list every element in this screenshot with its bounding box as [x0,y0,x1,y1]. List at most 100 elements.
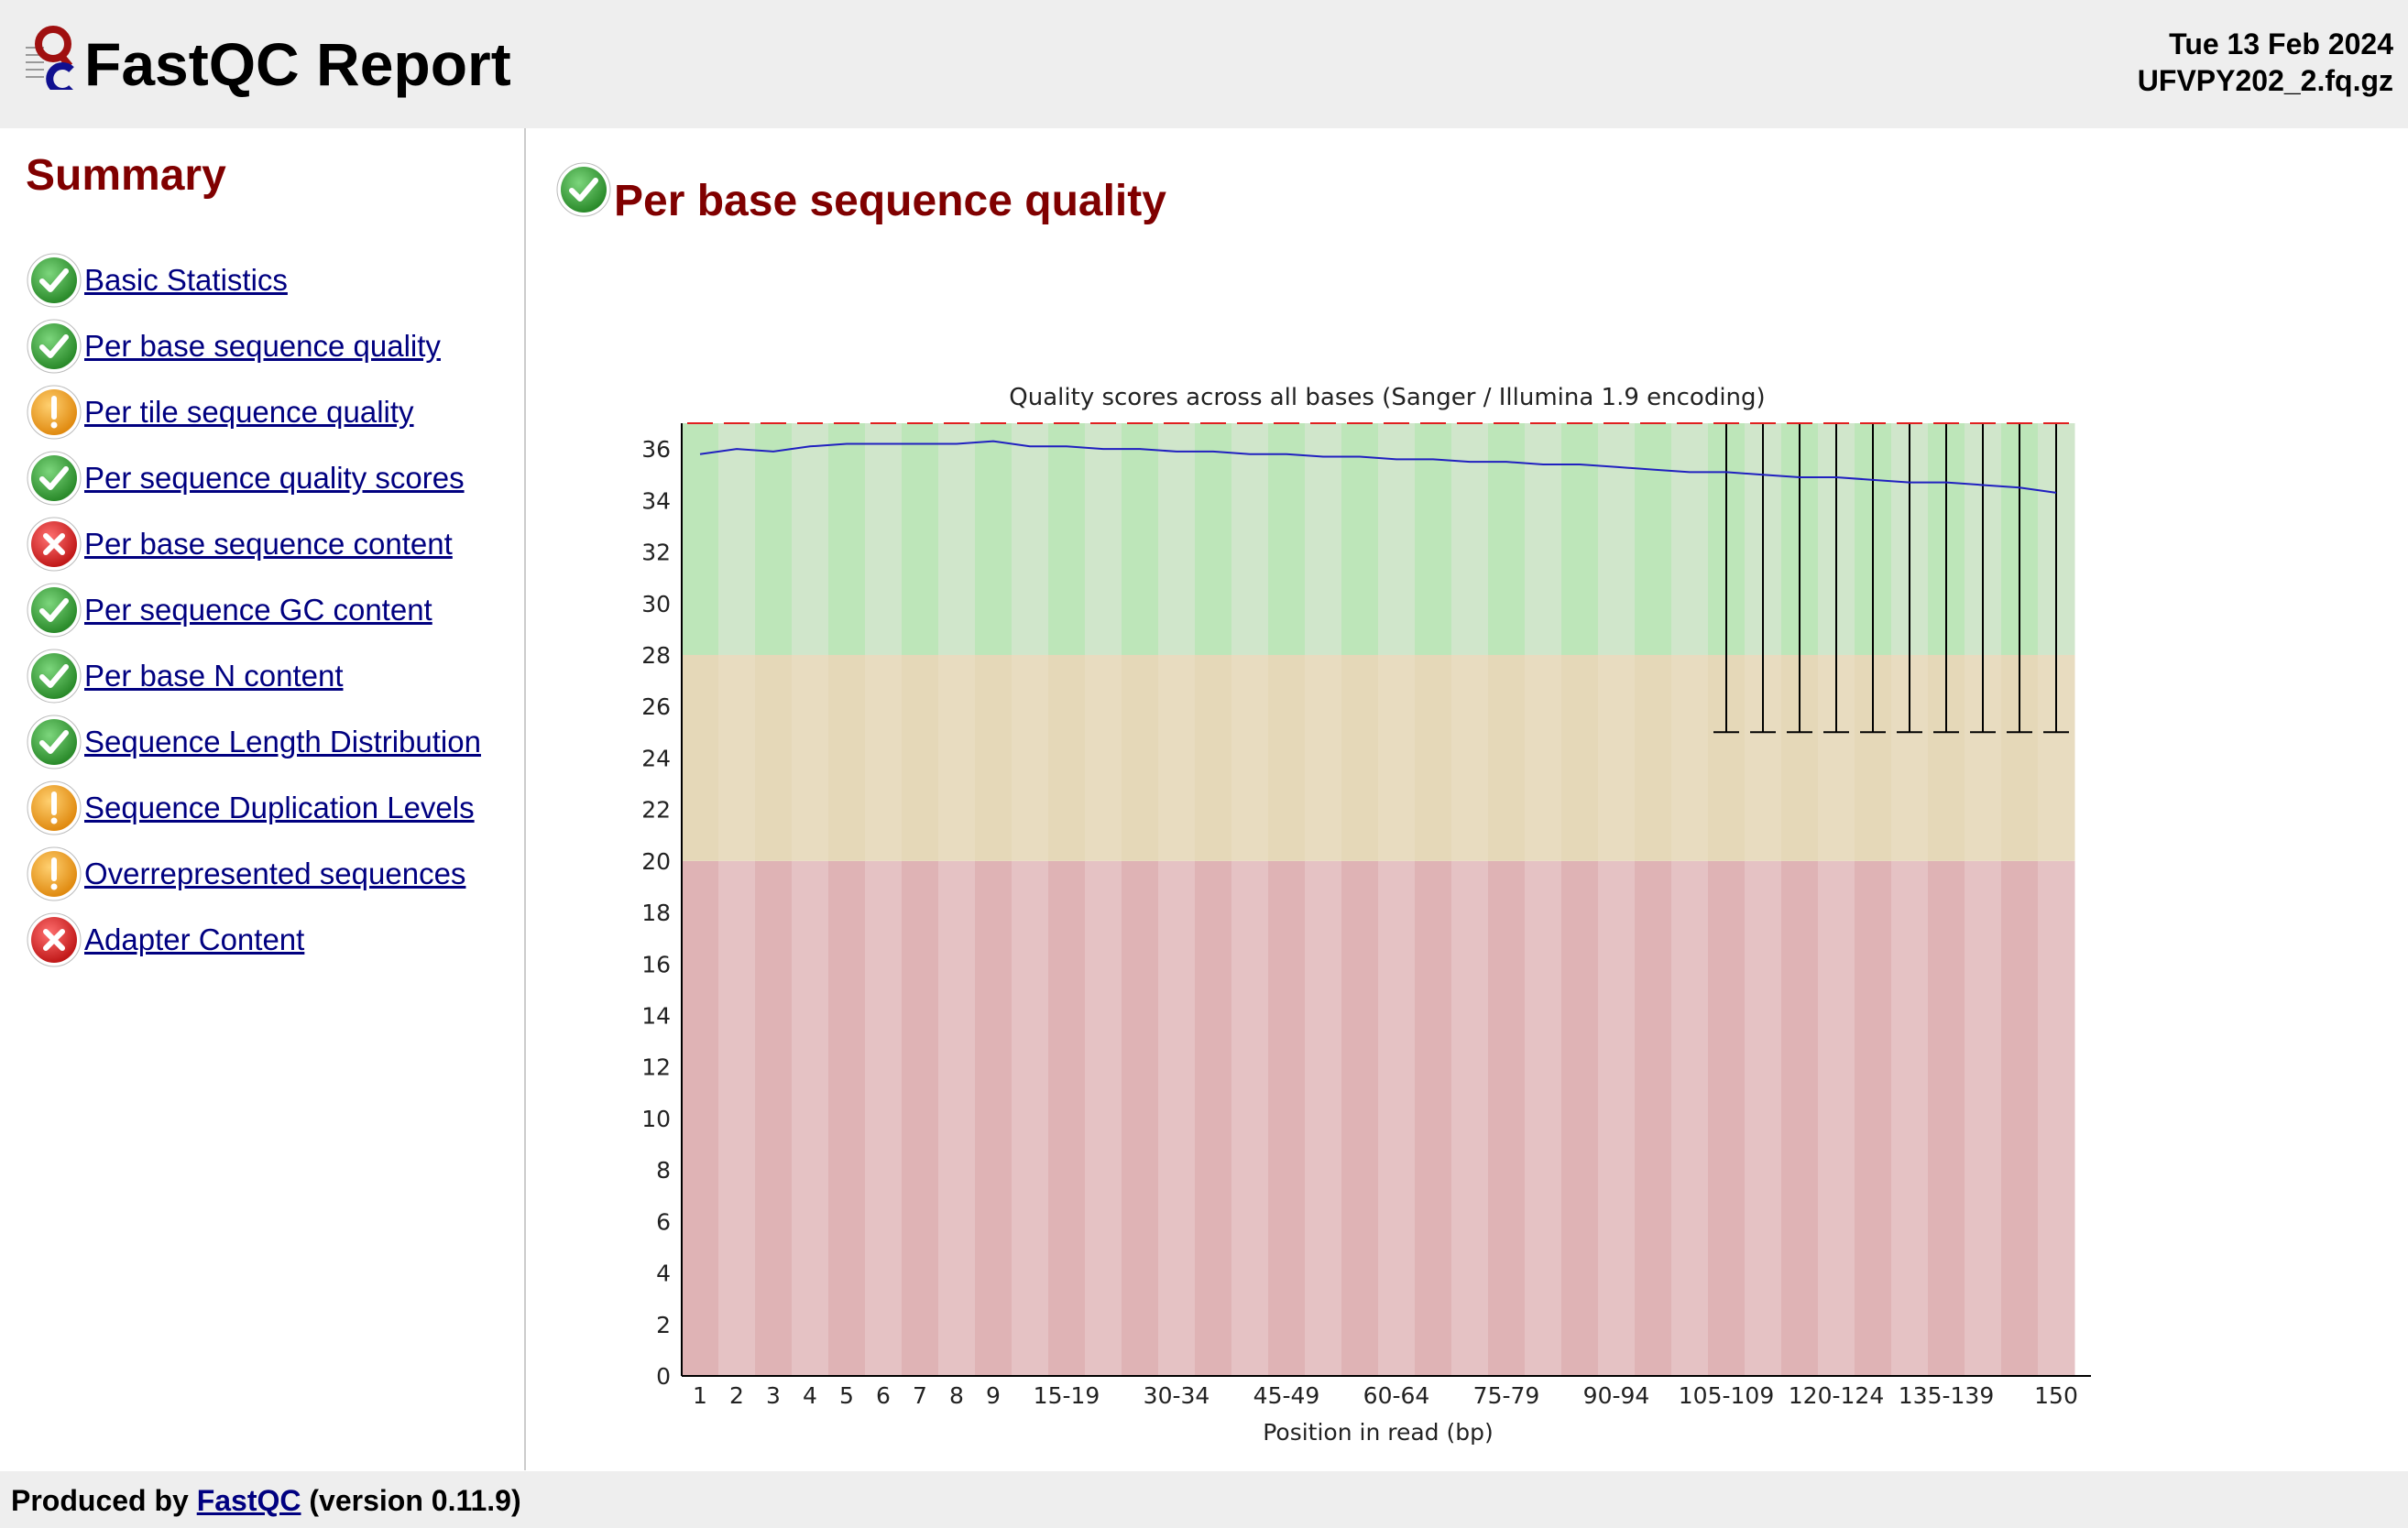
band-reasonable [755,654,793,861]
summary-item[interactable]: Per base sequence quality [26,313,481,379]
band-good [938,423,976,655]
band-poor [865,860,903,1376]
summary-item[interactable]: Basic Statistics [26,247,481,313]
x-tick-label: 105-109 [1679,1382,1774,1409]
summary-item[interactable]: Per base N content [26,643,481,709]
fail-icon [27,517,82,572]
band-good [865,423,903,655]
summary-link[interactable]: Per tile sequence quality [84,395,414,429]
band-good [1635,423,1672,655]
band-poor [718,860,756,1376]
x-tick-label: 30-34 [1144,1382,1210,1409]
y-tick-label: 8 [656,1157,671,1184]
summary-item[interactable]: Per base sequence content [26,511,481,577]
band-poor [1598,860,1636,1376]
summary-link[interactable]: Per base sequence content [84,527,453,561]
band-good [1598,423,1636,655]
report-header: FastQC Report Tue 13 Feb 2024 UFVPY202_2… [0,0,2408,128]
x-tick-label: 8 [949,1382,964,1409]
band-reasonable [902,654,939,861]
summary-link[interactable]: Basic Statistics [84,263,288,297]
band-reasonable [1635,654,1672,861]
x-tick-label: 9 [986,1382,1001,1409]
band-poor [1451,860,1489,1376]
band-poor [975,860,1012,1376]
band-reasonable [1671,654,1709,861]
footer-prefix: Produced by [11,1484,189,1517]
summary-item[interactable]: Per tile sequence quality [26,379,481,445]
band-good [975,423,1012,655]
y-tick-label: 20 [641,848,671,875]
band-good [1488,423,1526,655]
band-poor [1635,860,1672,1376]
band-poor [828,860,866,1376]
band-good [718,423,756,655]
band-poor [2001,860,2039,1376]
x-tick-label: 3 [766,1382,781,1409]
band-reasonable [1598,654,1636,861]
footer-text: Produced by FastQC (version 0.11.9) [11,1484,521,1518]
band-poor [1818,860,1855,1376]
band-poor [2038,860,2075,1376]
x-tick-label: 120-124 [1789,1382,1884,1409]
fail-icon [27,912,82,967]
y-tick-label: 32 [641,540,671,566]
report-filename: UFVPY202_2.fq.gz [2137,64,2393,97]
band-good [1341,423,1379,655]
y-tick-label: 14 [641,1002,671,1029]
fastqc-link[interactable]: FastQC [196,1484,301,1517]
band-poor [1561,860,1599,1376]
x-tick-label: 2 [729,1382,744,1409]
band-good [902,423,939,655]
band-poor [755,860,793,1376]
summary-item[interactable]: Sequence Length Distribution [26,709,481,775]
warn-icon [27,780,82,835]
y-tick-label: 10 [641,1106,671,1132]
summary-link[interactable]: Per base N content [84,659,344,693]
summary-link[interactable]: Sequence Duplication Levels [84,791,475,824]
summary-link[interactable]: Sequence Length Distribution [84,725,481,759]
x-tick-label: 15-19 [1034,1382,1100,1409]
pass-icon [27,253,82,308]
summary-link[interactable]: Adapter Content [84,922,305,956]
summary-link[interactable]: Overrepresented sequences [84,857,466,890]
band-good [1415,423,1452,655]
band-poor [1891,860,1929,1376]
band-reasonable [1012,654,1049,861]
band-good [828,423,866,655]
chart-title: Quality scores across all bases (Sanger … [1009,384,1765,411]
band-good [1012,423,1049,655]
band-poor [938,860,976,1376]
band-poor [792,860,829,1376]
band-reasonable [1048,654,1086,861]
pass-icon [556,162,611,217]
y-tick-label: 18 [641,900,671,926]
band-poor [1122,860,1159,1376]
pass-icon [27,715,82,769]
band-poor [1415,860,1452,1376]
band-good [1268,423,1306,655]
band-poor [1231,860,1269,1376]
summary-item[interactable]: Per sequence quality scores [26,445,481,511]
summary-item[interactable]: Overrepresented sequences [26,841,481,907]
summary-link[interactable]: Per sequence quality scores [84,461,465,495]
y-tick-label: 2 [656,1312,671,1338]
band-poor [1158,860,1196,1376]
y-tick-label: 36 [641,436,671,463]
band-poor [1378,860,1416,1376]
fastqc-logo-icon [26,26,74,90]
x-tick-label: 60-64 [1363,1382,1430,1409]
band-poor [1525,860,1562,1376]
summary-item[interactable]: Per sequence GC content [26,577,481,643]
summary-link[interactable]: Per sequence GC content [84,593,432,627]
band-good [1048,423,1086,655]
y-tick-label: 12 [641,1054,671,1081]
summary-item[interactable]: Sequence Duplication Levels [26,775,481,841]
summary-item[interactable]: Adapter Content [26,907,481,973]
band-good [792,423,829,655]
band-poor [1085,860,1122,1376]
report-title: FastQC Report [84,30,511,98]
band-poor [902,860,939,1376]
summary-link[interactable]: Per base sequence quality [84,329,441,363]
band-good [682,423,719,655]
